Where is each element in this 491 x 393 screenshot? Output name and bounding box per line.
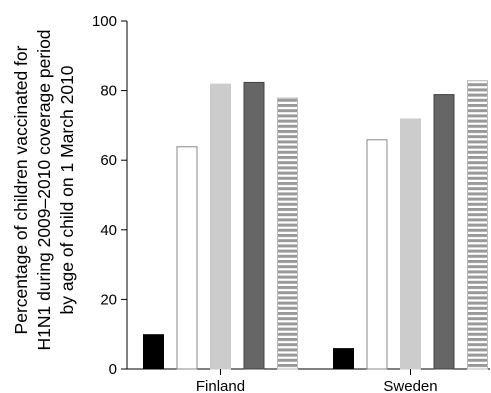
- y-tick-label: 80: [100, 83, 117, 100]
- y-tick-label: 60: [100, 152, 117, 169]
- bar: [333, 348, 354, 370]
- bar: [143, 334, 164, 370]
- x-category-label: Finland: [196, 378, 245, 393]
- x-axis-categories: Finland Sweden: [196, 369, 438, 393]
- y-axis-ticks: 0 20 40 60 80 100: [92, 13, 127, 378]
- bar: [277, 97, 298, 370]
- bar: [176, 146, 198, 370]
- bar: [243, 81, 265, 370]
- y-axis-title: Percentage of children vaccinated for H1…: [11, 29, 77, 350]
- bar: [366, 139, 388, 370]
- bar: [210, 83, 231, 370]
- bar: [433, 94, 455, 370]
- x-category-label: Sweden: [383, 378, 437, 393]
- y-tick-label: 0: [109, 361, 117, 378]
- bar: [467, 80, 488, 370]
- y-tick-label: 20: [100, 291, 117, 308]
- y-axis-title-line-1: Percentage of children vaccinated for: [11, 45, 31, 334]
- y-tick-label: 40: [100, 222, 117, 239]
- bars: [143, 80, 488, 370]
- y-tick-label: 100: [92, 13, 117, 30]
- y-axis-title-line-3: by age of child on 1 March 2010: [57, 65, 77, 314]
- bar: [400, 118, 421, 370]
- y-axis-title-line-2: H1N1 during 2009–2010 coverage period: [34, 29, 54, 350]
